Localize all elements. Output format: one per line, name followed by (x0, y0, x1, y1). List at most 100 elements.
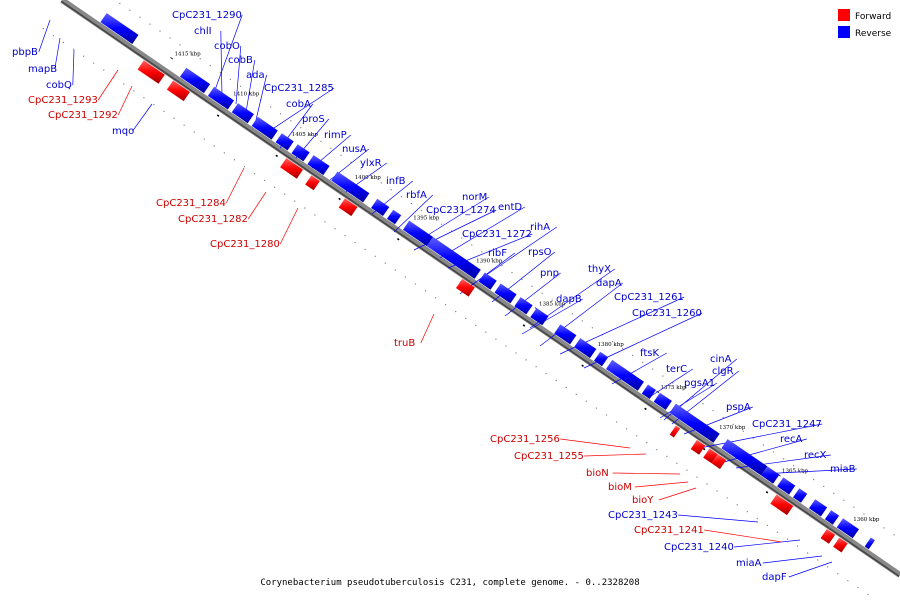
gene-label-cpc231-1280[interactable]: CpC231_1280 (210, 239, 280, 250)
reverse-gene-box[interactable] (494, 283, 517, 304)
gene-label-mqo[interactable]: mqo (112, 126, 134, 137)
gene-label-ftsk[interactable]: ftsK (640, 348, 659, 359)
gene-label-cobo[interactable]: cobO (214, 41, 240, 52)
reverse-gene-box[interactable] (514, 297, 533, 315)
forward-gene-box[interactable] (833, 537, 848, 553)
reverse-gene-box[interactable] (530, 308, 549, 326)
gene-label-cpc231-1260[interactable]: CpC231_1260 (632, 308, 702, 319)
reverse-gene-box[interactable] (594, 351, 609, 367)
gene-label-cpc231-1284[interactable]: CpC231_1284 (156, 198, 226, 209)
gene-label-cpc231-1255[interactable]: CpC231_1255 (514, 451, 584, 462)
gene-label-norm[interactable]: norM (462, 192, 487, 203)
reverse-gene-box[interactable] (180, 67, 211, 94)
forward-gene-box[interactable] (305, 175, 320, 191)
reverse-gene-box[interactable] (653, 392, 672, 410)
gene-label-cpc231-1293[interactable]: CpC231_1293 (28, 95, 98, 106)
gene-label-cpc231-1240[interactable]: CpC231_1240 (664, 542, 734, 553)
forward-gene-box[interactable] (280, 158, 303, 179)
forward-gene-box[interactable] (711, 454, 727, 470)
gene-label-rbfa[interactable]: rbfA (406, 190, 427, 201)
reverse-gene-box[interactable] (606, 359, 644, 391)
gene-label-clgr[interactable]: clgR (712, 366, 734, 377)
gene-label-cpc231-1256[interactable]: CpC231_1256 (490, 434, 560, 445)
gene-label-pnp[interactable]: pnp (540, 268, 559, 279)
gene-label-rpso[interactable]: rpsO (528, 247, 552, 258)
forward-gene-box[interactable] (166, 80, 190, 102)
gene-label-trub[interactable]: truB (394, 338, 415, 349)
gene-label-biom[interactable]: bioM (608, 482, 632, 493)
reverse-gene-box[interactable] (478, 272, 497, 290)
reverse-gene-box[interactable] (403, 220, 434, 247)
forward-gene-box[interactable] (770, 494, 794, 516)
gene-label-bioy[interactable]: bioY (632, 495, 654, 506)
gene-label-cpc231-1282[interactable]: CpC231_1282 (178, 214, 248, 225)
gene-label-cpc231-1247[interactable]: CpC231_1247 (752, 419, 822, 430)
reverse-gene-box[interactable] (231, 103, 254, 124)
gene-label-reca[interactable]: recA (780, 434, 803, 445)
gene-label-cpc231-1243[interactable]: CpC231_1243 (608, 510, 678, 521)
gene-label-cpc231-1274[interactable]: CpC231_1274 (426, 205, 496, 216)
gene-label-rimp[interactable]: rimP (324, 130, 347, 141)
reverse-gene-box[interactable] (809, 499, 828, 517)
gene-label-cpc231-1285[interactable]: CpC231_1285 (264, 83, 334, 94)
forward-gene-box[interactable] (820, 529, 836, 544)
gene-label-entd[interactable]: entD (498, 202, 522, 213)
gene-label-terc[interactable]: terC (666, 364, 687, 375)
gene-label-coba[interactable]: cobA (286, 99, 311, 110)
forward-gene-box[interactable] (456, 278, 475, 297)
reverse-gene-box[interactable] (554, 324, 577, 345)
gene-label-cina[interactable]: cinA (710, 354, 732, 365)
gene-label-cpc231-1292[interactable]: CpC231_1292 (48, 110, 118, 121)
gene-label-ylxr[interactable]: ylxR (360, 158, 382, 169)
reverse-gene-box[interactable] (387, 209, 402, 225)
forward-gene-box[interactable] (690, 439, 706, 455)
gene-label-ribf[interactable]: ribF (488, 248, 507, 259)
reverse-gene-box[interactable] (777, 477, 796, 495)
reverse-gene-box[interactable] (864, 537, 875, 550)
gene-label-miaa[interactable]: miaA (736, 558, 762, 569)
gene-label-dapf[interactable]: dapF (762, 572, 787, 583)
reverse-gene-box[interactable] (824, 510, 840, 525)
forward-gene-box[interactable] (137, 60, 165, 84)
reverse-gene-box[interactable] (761, 466, 780, 484)
gene-label-pros[interactable]: proS (302, 114, 325, 125)
gene-label-pbpb[interactable]: pbpB (12, 47, 38, 58)
reverse-gene-box[interactable] (574, 338, 597, 359)
reverse-gene-box[interactable] (793, 488, 808, 503)
reverse-gene-box[interactable] (307, 155, 330, 176)
reverse-gene-box[interactable] (331, 171, 370, 203)
reverse-gene-box[interactable] (836, 518, 859, 539)
reverse-gene-box[interactable] (100, 13, 139, 44)
reverse-gene-box[interactable] (641, 384, 656, 400)
gene-label-ada[interactable]: ada (246, 70, 265, 81)
gene-label-cobq[interactable]: cobQ (46, 80, 72, 91)
reverse-gene-box[interactable] (275, 133, 294, 151)
reverse-gene-box[interactable] (371, 198, 390, 216)
gene-label-cpc231-1261[interactable]: CpC231_1261 (614, 292, 684, 303)
reverse-gene-box[interactable] (426, 237, 481, 279)
gene-label-pgsa1[interactable]: pgsA1 (684, 378, 715, 389)
gene-label-dapa[interactable]: dapA (596, 278, 622, 289)
gene-label-dapb[interactable]: dapB (556, 294, 582, 305)
reverse-gene-box[interactable] (669, 403, 720, 443)
gene-label-cpc231-1272[interactable]: CpC231_1272 (462, 229, 532, 240)
gene-label-recx[interactable]: recX (804, 450, 827, 461)
forward-gene-box[interactable] (338, 198, 358, 217)
forward-gene-box[interactable] (703, 448, 718, 464)
gene-label-cobb[interactable]: cobB (228, 55, 253, 66)
gene-label-pspa[interactable]: pspA (726, 402, 751, 413)
reverse-gene-box[interactable] (207, 86, 234, 110)
reverse-gene-box[interactable] (721, 439, 768, 476)
gene-label-nusa[interactable]: nusA (342, 144, 367, 155)
gene-label-infb[interactable]: infB (386, 176, 406, 187)
reverse-gene-box[interactable] (251, 116, 278, 140)
gene-label-riha[interactable]: rihA (530, 222, 550, 233)
gene-label-bion[interactable]: bioN (586, 468, 609, 479)
gene-label-chli[interactable]: chlI (194, 26, 212, 37)
gene-label-thyx[interactable]: thyX (588, 264, 611, 275)
gene-label-miab[interactable]: miaB (830, 464, 856, 475)
forward-gene-box[interactable] (669, 425, 681, 438)
gene-label-mapb[interactable]: mapB (28, 64, 57, 75)
gene-label-cpc231-1290[interactable]: CpC231_1290 (172, 10, 242, 21)
reverse-gene-box[interactable] (291, 144, 310, 162)
